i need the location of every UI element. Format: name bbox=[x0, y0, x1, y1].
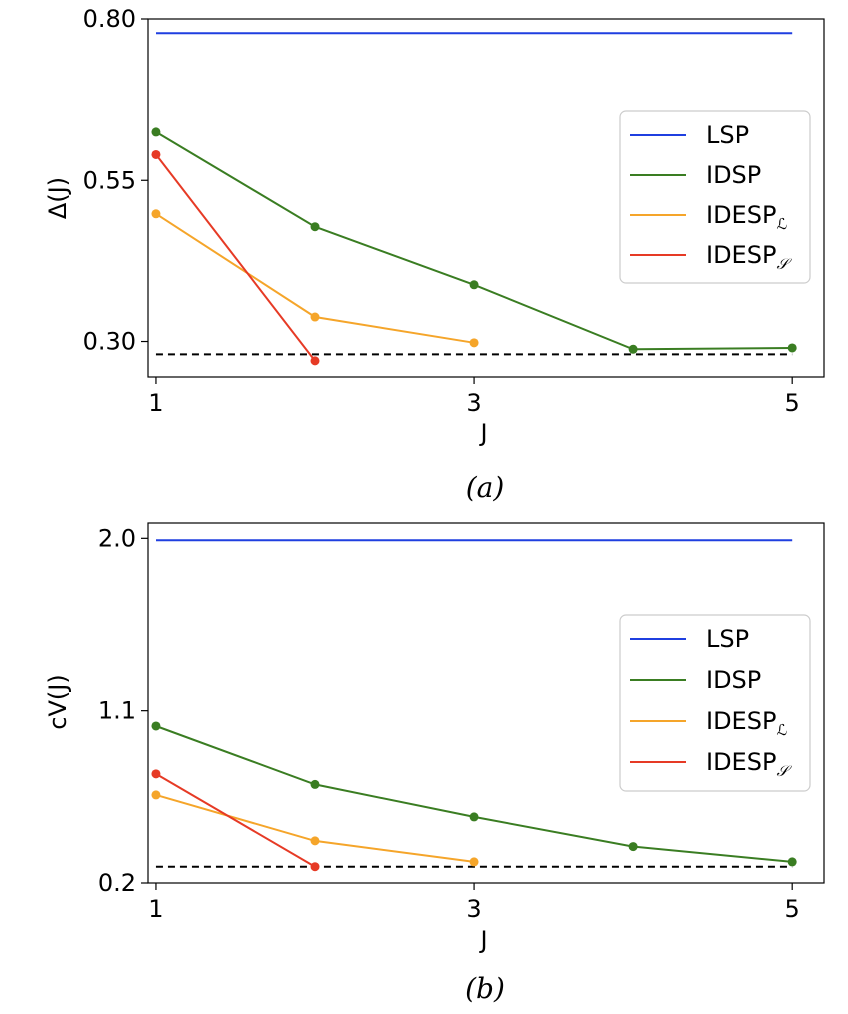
data-point bbox=[151, 127, 161, 137]
y-tick-label: 0.30 bbox=[83, 328, 136, 356]
series-line-idesp bbox=[155, 793, 475, 863]
data-point bbox=[310, 862, 320, 872]
x-tick-label: 3 bbox=[466, 389, 481, 417]
data-point bbox=[151, 721, 161, 731]
legend-label-base: IDESP bbox=[706, 201, 776, 229]
data-point bbox=[469, 338, 479, 348]
x-tick-label: 5 bbox=[785, 389, 800, 417]
legend-box bbox=[619, 614, 811, 792]
panel-a: 0.300.550.801 3 5JΔ(J)(a)LSPIDSPIDESPℒIDES… bbox=[44, 5, 825, 504]
legend-label: LSP bbox=[706, 625, 749, 653]
data-point bbox=[310, 836, 320, 846]
data-point bbox=[151, 149, 161, 159]
panel-caption: (b) bbox=[465, 972, 505, 1005]
x-tick-label: 1 bbox=[148, 389, 163, 417]
data-point bbox=[151, 790, 161, 800]
data-point bbox=[469, 280, 479, 290]
y-axis-label: Δ(J) bbox=[44, 177, 72, 219]
data-point bbox=[151, 209, 161, 219]
legend-label: IDESP𝒮 bbox=[706, 748, 792, 780]
data-point bbox=[628, 344, 638, 354]
data-point bbox=[310, 779, 320, 789]
data-point bbox=[310, 222, 320, 232]
series-line-idesp bbox=[155, 153, 316, 362]
legend-label-base: IDESP bbox=[706, 241, 776, 269]
legend-label: IDSP bbox=[706, 161, 761, 189]
data-point bbox=[469, 857, 479, 867]
legend-label: LSP bbox=[706, 121, 749, 149]
panel-b: 0.2 1.1 2.0 1 3 5 JcV(J) (b) LSP IDSP IDESPℒ IDESP𝒮 bbox=[44, 522, 825, 1005]
legend-label-subscript: ℒ bbox=[776, 721, 787, 739]
legend-label-base: IDESP bbox=[706, 748, 776, 776]
series-line-idesp bbox=[155, 773, 316, 868]
legend-label: IDSP bbox=[706, 666, 761, 694]
legend-label-base: LSP bbox=[706, 121, 749, 149]
data-point bbox=[469, 812, 479, 822]
data-point bbox=[787, 857, 797, 867]
series-line-idesp bbox=[155, 212, 475, 344]
legend-label-base: IDESP bbox=[706, 707, 776, 735]
plot-frame bbox=[147, 522, 825, 884]
legend-label: IDESPℒ bbox=[706, 201, 787, 233]
y-axis-label: cV(J) bbox=[44, 674, 72, 729]
legend-label-base: IDSP bbox=[706, 161, 761, 189]
y-tick-label: 1.1 bbox=[98, 697, 136, 725]
legend-label-base: IDSP bbox=[706, 666, 761, 694]
x-tick-label: 3 bbox=[466, 895, 481, 923]
x-tick-label: 1 bbox=[148, 895, 163, 923]
plot-frame bbox=[147, 18, 825, 378]
legend-label-subscript: ℒ bbox=[776, 215, 787, 233]
legend-label-base: LSP bbox=[706, 625, 749, 653]
y-tick-label: 0.80 bbox=[83, 5, 136, 33]
data-point bbox=[310, 356, 320, 366]
y-tick-label: 0.55 bbox=[83, 166, 136, 194]
y-tick-label: 0.2 bbox=[98, 869, 136, 897]
data-point bbox=[628, 842, 638, 852]
data-point bbox=[151, 769, 161, 779]
x-axis-label: J bbox=[478, 926, 487, 954]
legend-box bbox=[619, 110, 811, 284]
data-point bbox=[787, 343, 797, 353]
panel-caption: (a) bbox=[466, 471, 505, 504]
x-axis-label: J bbox=[478, 419, 487, 447]
legend-label: IDESPℒ bbox=[706, 707, 787, 739]
y-tick-label: 2.0 bbox=[98, 524, 136, 552]
data-point bbox=[310, 312, 320, 322]
x-tick-label: 5 bbox=[785, 895, 800, 923]
